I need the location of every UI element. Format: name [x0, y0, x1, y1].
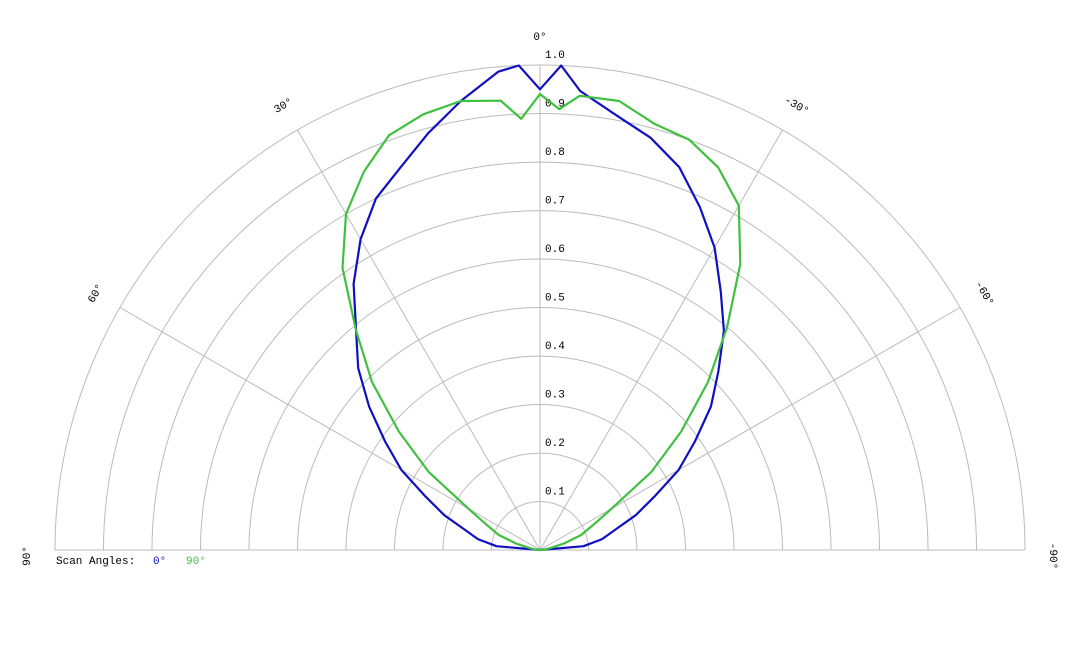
angle-label: -60°	[972, 280, 996, 309]
grid-spoke	[539, 129, 783, 551]
r-tick-label: 0.2	[545, 438, 565, 450]
series-line	[341, 93, 742, 552]
angle-label: -90°	[1046, 543, 1058, 569]
r-tick-label: 0.4	[545, 341, 565, 353]
legend-entry: 0°	[153, 556, 166, 568]
r-tick-label: 0.3	[545, 390, 565, 402]
grid-spoke	[539, 307, 961, 551]
grid-spoke	[297, 129, 541, 551]
angle-label: 90°	[22, 546, 34, 566]
series-line	[352, 64, 725, 552]
angle-label: 60°	[86, 282, 106, 305]
legend-entry: 90°	[186, 556, 206, 568]
legend-title: Scan Angles:	[56, 556, 135, 568]
r-tick-label: 1.0	[545, 50, 565, 62]
angle-label: -30°	[782, 95, 811, 119]
r-tick-label: 0.7	[545, 196, 565, 208]
angle-label: 0°	[533, 32, 546, 44]
grid-spoke	[119, 307, 541, 551]
r-tick-label: 0.6	[545, 244, 565, 256]
r-tick-label: 0.8	[545, 147, 565, 159]
r-tick-label: 0.1	[545, 487, 565, 499]
angle-label: 30°	[272, 96, 295, 116]
r-tick-label: 0.5	[545, 293, 565, 305]
